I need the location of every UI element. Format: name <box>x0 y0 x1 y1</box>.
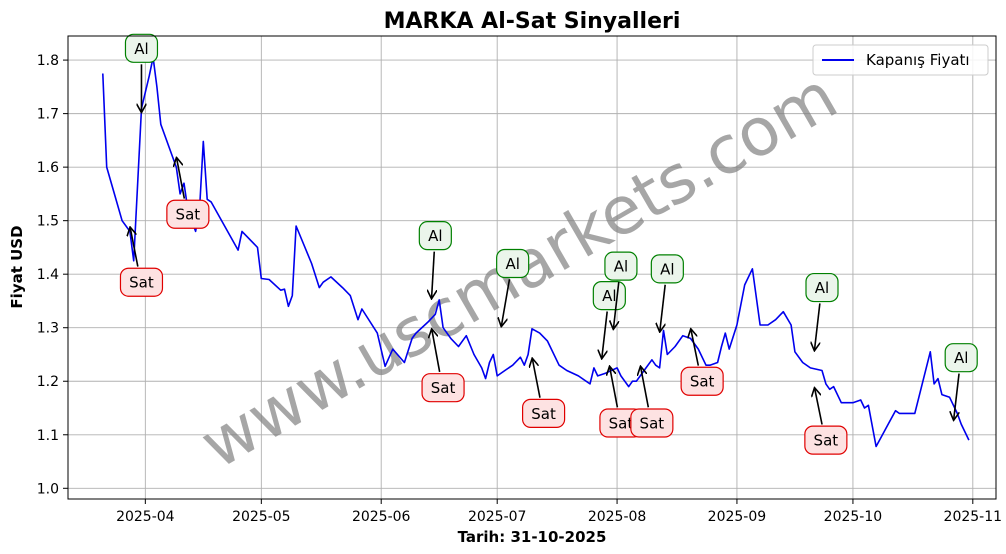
buy-signal: Al <box>124 33 159 111</box>
y-tick-label: 1.5 <box>37 214 59 230</box>
signal-box <box>418 221 452 251</box>
signal-box <box>804 425 848 455</box>
buy-signal: Al <box>944 343 978 420</box>
signal-arrow <box>130 228 139 267</box>
signal-label: Al <box>602 287 616 305</box>
x-tick-label: 2025-11 <box>944 509 1003 525</box>
signal-box <box>805 272 839 303</box>
signal-arrow <box>641 367 650 408</box>
signal-arrow <box>432 330 441 373</box>
x-tick-label: 2025-07 <box>468 509 527 525</box>
sell-signal: Sat <box>804 389 848 455</box>
signal-box <box>119 267 164 297</box>
y-tick-label: 1.8 <box>37 53 59 69</box>
x-tick-label: 2025-05 <box>232 509 291 525</box>
y-tick-label: 1.0 <box>37 481 59 497</box>
x-tick-label: 2025-09 <box>708 509 767 525</box>
x-tick-label: 2025-06 <box>352 509 411 525</box>
signal-arrow <box>691 330 700 366</box>
sell-signal: Sat <box>119 228 164 297</box>
signal-arrow <box>602 311 608 357</box>
signal-annotations: Al Sat Sat Al Sat Al Sat Al Al Sat Sat Al Sat Al Sat Al <box>119 33 978 455</box>
axis-ticks: 2025-04 2025-05 2025-06 2025-07 2025-08 2025-… <box>37 53 1002 525</box>
sell-signal: Sat <box>166 158 210 229</box>
y-tick-label: 1.6 <box>37 160 59 176</box>
signal-arrow <box>610 367 619 408</box>
signal-arrow <box>815 303 821 349</box>
signal-arrow <box>432 251 435 298</box>
sell-signal: Sat <box>521 359 566 428</box>
buy-signal: Al <box>805 272 839 350</box>
x-tick-label: 2025-04 <box>116 509 175 525</box>
signal-box <box>124 33 159 63</box>
y-tick-label: 1.4 <box>37 267 59 283</box>
signal-arrow <box>532 359 541 398</box>
signal-box <box>680 366 724 396</box>
signal-label: Sat <box>609 414 634 432</box>
y-tick-label: 1.7 <box>37 107 59 123</box>
signal-arrow <box>815 389 823 425</box>
x-axis-label: Tarih: 31-10-2025 <box>458 528 607 546</box>
signal-label: Sat <box>129 274 154 292</box>
signal-arrow <box>660 284 666 331</box>
y-tick-label: 1.1 <box>37 428 59 444</box>
signal-label: Sat <box>690 373 715 391</box>
signal-label: Al <box>614 258 628 276</box>
legend-label: Kapanış Fiyatı <box>866 51 970 69</box>
signal-box <box>604 251 638 281</box>
chart-title: MARKA Al-Sat Sinyalleri <box>384 9 681 34</box>
sell-signal: Sat <box>421 330 465 403</box>
legend-box <box>812 44 989 76</box>
x-tick-label: 2025-08 <box>588 509 647 525</box>
signal-box <box>421 373 465 403</box>
signal-label: Al <box>954 349 968 367</box>
sell-signal: Sat <box>630 367 674 438</box>
signal-box <box>521 398 566 428</box>
signal-arrow <box>613 281 620 328</box>
y-axis-label: Fiyat USD <box>8 225 26 308</box>
signal-box <box>944 343 978 373</box>
legend: Kapanış Fiyatı <box>812 44 989 76</box>
signal-box <box>496 248 530 279</box>
y-tick-label: 1.2 <box>37 374 59 390</box>
y-tick-label: 1.3 <box>37 321 59 337</box>
x-tick-label: 2025-10 <box>824 509 883 525</box>
signal-arrow <box>954 373 960 420</box>
buy-signal: Al <box>650 254 684 331</box>
signal-label: Sat <box>431 379 456 397</box>
buy-signal: Al <box>592 281 626 358</box>
signal-label: Al <box>815 279 829 297</box>
signal-label: Al <box>428 227 442 245</box>
buy-signal: Al <box>604 251 638 328</box>
signal-label: Sat <box>640 414 665 432</box>
signal-box <box>630 408 674 438</box>
sell-signal: Sat <box>680 330 724 396</box>
signal-label: Al <box>134 40 148 58</box>
signal-arrow <box>177 158 186 199</box>
signal-label: Al <box>660 260 674 278</box>
signal-box <box>166 199 210 229</box>
buy-signal: Al <box>418 221 452 298</box>
signal-label: Sat <box>176 206 201 224</box>
signal-label: Al <box>505 255 519 273</box>
signal-box <box>650 254 684 284</box>
buy-signal: Al <box>496 248 530 326</box>
price-line <box>102 56 970 448</box>
plot-frame <box>67 35 997 500</box>
signal-label: Sat <box>531 405 556 423</box>
signal-label: Sat <box>814 432 839 450</box>
price-line-layer <box>102 56 970 448</box>
signal-arrow <box>501 279 511 326</box>
